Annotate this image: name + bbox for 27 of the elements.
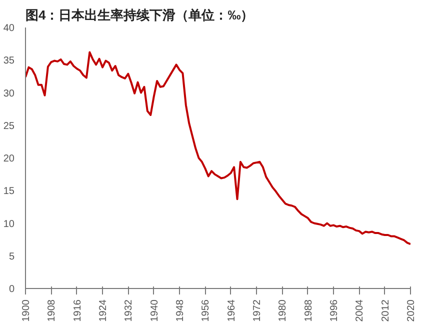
line-series bbox=[26, 51, 410, 246]
y-tick-label: 20 bbox=[3, 154, 15, 164]
x-tick-label: 1916 bbox=[72, 299, 84, 322]
y-tick-label: 0 bbox=[8, 284, 15, 295]
x-tick-label: 1996 bbox=[329, 299, 340, 322]
x-tick-label: 1972 bbox=[252, 299, 263, 322]
y-tick-label: 10 bbox=[3, 218, 15, 230]
x-tick-label: 2020 bbox=[406, 299, 417, 322]
y-tick-label: 15 bbox=[3, 186, 15, 198]
x-tick-label: 2004 bbox=[354, 299, 366, 322]
x-tick-label: 1956 bbox=[200, 299, 212, 322]
y-tick-label: 25 bbox=[3, 120, 15, 132]
y-tick-label: 35 bbox=[3, 56, 15, 67]
chart-title: 图4：日本出生率持续下滑（单位：‰） bbox=[26, 8, 254, 22]
x-tick-label: 1988 bbox=[303, 299, 314, 322]
x-tick-label: 1980 bbox=[278, 299, 289, 322]
x-tick-label: 1932 bbox=[124, 299, 135, 322]
x-tick-label: 1924 bbox=[98, 299, 109, 322]
y-tick-label: 30 bbox=[3, 88, 15, 100]
y-tick-label: 40 bbox=[3, 23, 15, 34]
x-tick-label: 1900 bbox=[21, 299, 32, 322]
x-tick-label: 2012 bbox=[380, 299, 392, 322]
x-tick-label: 1948 bbox=[175, 299, 186, 322]
y-tick-label: 5 bbox=[8, 251, 15, 262]
x-tick-label: 1908 bbox=[46, 299, 58, 322]
x-tick-label: 1940 bbox=[149, 299, 160, 322]
x-tick-label: 1964 bbox=[226, 299, 238, 322]
